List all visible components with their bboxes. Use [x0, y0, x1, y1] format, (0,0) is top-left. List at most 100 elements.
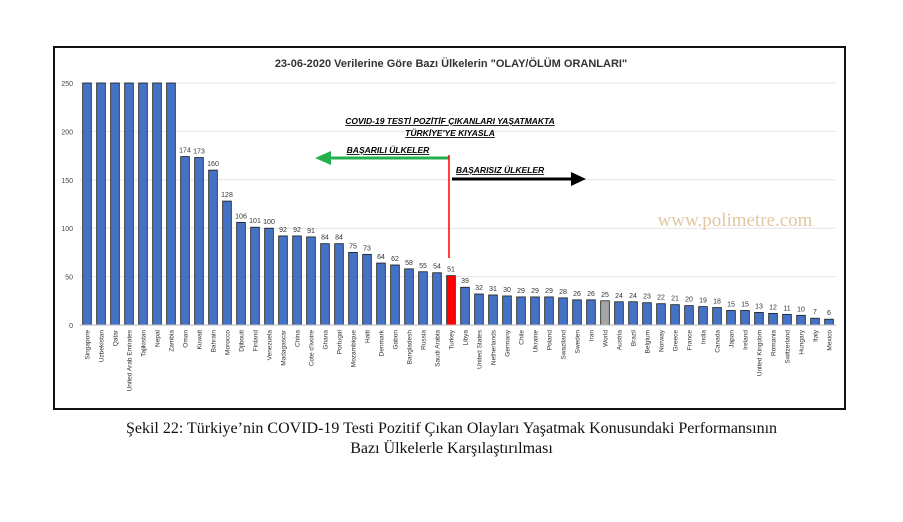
bar-madagascar	[278, 235, 288, 326]
x-tick-label: Greece	[673, 330, 680, 352]
data-label: 100	[263, 219, 275, 226]
annotation-headline-2: TÜRKİYE'YE KIYASLA	[405, 128, 495, 138]
x-tick-label: World	[603, 330, 610, 347]
x-tick-label: Turkey	[449, 329, 456, 349]
x-tick-label: Iran	[589, 330, 596, 342]
caption-line-1: Şekil 22: Türkiye’nin COVID-19 Testi Poz…	[125, 420, 778, 437]
x-tick-label: Japan	[729, 330, 736, 348]
bar-venezuela	[264, 227, 274, 326]
bar-portugal	[334, 243, 344, 326]
watermark: www.polimetre.com	[658, 210, 813, 231]
x-tick-label: Denmark	[379, 329, 386, 356]
x-tick-label: Morocco	[225, 330, 232, 355]
data-label: 29	[517, 288, 525, 295]
bar-denmark	[376, 262, 386, 326]
data-label: 29	[545, 288, 553, 295]
x-tick-label: India	[701, 330, 708, 344]
bar-netherlands	[488, 294, 498, 326]
x-tick-label: Netherlands	[491, 329, 498, 365]
x-tick-label: Canada	[715, 330, 722, 353]
x-tick-label: Haiti	[365, 330, 372, 343]
x-tick-label: Finland	[253, 330, 260, 352]
annotation-left: BAŞARILI ÜLKELER	[347, 145, 431, 155]
x-tick-label: Mozambique	[351, 330, 358, 368]
data-label: 92	[293, 227, 301, 234]
bar-ghana	[320, 243, 330, 326]
chart-frame	[53, 46, 846, 410]
black-arrowhead-icon	[571, 172, 586, 186]
x-tick-label: Hungary	[799, 329, 806, 354]
x-tick-label: Bahrain	[211, 330, 218, 353]
data-label: 25	[601, 292, 609, 299]
x-tick-label: Chile	[519, 330, 526, 345]
bar-finland	[250, 226, 260, 326]
data-label: 174	[179, 148, 191, 155]
bar-hungary	[796, 314, 806, 326]
data-label: 84	[335, 235, 343, 242]
data-label: 173	[193, 149, 205, 156]
bar-belgium	[642, 302, 652, 326]
x-tick-label: Libya	[463, 330, 470, 346]
x-tick-label: Russia	[421, 330, 428, 350]
x-tick-label: Cote d'Ivoire	[309, 330, 316, 367]
x-tick-label: Singapore	[85, 330, 92, 360]
data-label: 160	[207, 161, 219, 168]
bar-germany	[502, 295, 512, 326]
bar-qatar	[110, 82, 120, 326]
bar-mozambique	[348, 251, 358, 326]
y-tick-label: 150	[61, 178, 73, 185]
data-label: 10	[797, 306, 805, 313]
bar-zambia	[166, 82, 176, 326]
data-label: 128	[221, 192, 233, 199]
bar-india	[698, 306, 708, 326]
x-tick-label: Portugal	[337, 329, 344, 354]
data-label: 20	[685, 297, 693, 304]
data-label: 73	[363, 245, 371, 252]
y-tick-label: 250	[61, 81, 73, 88]
data-label: 64	[377, 254, 385, 261]
data-label: 15	[741, 301, 749, 308]
bar-iran	[586, 299, 596, 326]
x-tick-label: Uzbekistan	[99, 330, 106, 363]
x-tick-label: Djibouti	[239, 330, 246, 352]
data-label: 26	[573, 291, 581, 298]
green-arrowhead-icon	[315, 151, 331, 165]
x-tick-label: Ukraine	[533, 330, 540, 353]
x-tick-label: Poland	[547, 330, 554, 351]
x-tick-label: Switzerland	[785, 330, 792, 364]
data-label: 28	[559, 289, 567, 296]
x-tick-label: Belgium	[645, 330, 652, 353]
data-label: 32	[475, 285, 483, 292]
x-tick-label: Tajikistan	[141, 330, 148, 357]
x-tick-label: Ghana	[323, 330, 330, 350]
bar-swaziland	[558, 297, 568, 326]
data-label: 29	[531, 288, 539, 295]
bar-united-states	[474, 293, 484, 326]
data-label: 12	[769, 304, 777, 311]
x-tick-label: Norway	[659, 329, 666, 352]
x-tick-label: Sweden	[575, 330, 582, 354]
bar-united-arab-emirates	[124, 82, 134, 326]
x-tick-label: France	[687, 330, 694, 351]
bar-gabon	[390, 264, 400, 326]
bar-djibouti	[236, 221, 246, 326]
bar-tajikistan	[138, 82, 148, 326]
data-label: 30	[503, 287, 511, 294]
bar-france	[684, 305, 694, 326]
bar-poland	[544, 296, 554, 326]
data-label: 22	[657, 295, 665, 302]
data-label: 55	[419, 263, 427, 270]
x-tick-label: Austria	[617, 330, 624, 351]
bar-oman	[180, 156, 190, 326]
bar-uzbekistan	[96, 82, 106, 326]
data-label: 19	[699, 298, 707, 305]
bar-canada	[712, 307, 722, 326]
x-tick-label: Bangladesh	[407, 330, 414, 365]
data-label: 51	[447, 267, 455, 274]
x-tick-label: China	[295, 330, 302, 347]
data-label: 21	[671, 296, 679, 303]
bar-united-kingdom	[754, 312, 764, 326]
bar-mexico	[824, 318, 834, 326]
data-label: 75	[349, 243, 357, 250]
bar-libya	[460, 286, 470, 326]
